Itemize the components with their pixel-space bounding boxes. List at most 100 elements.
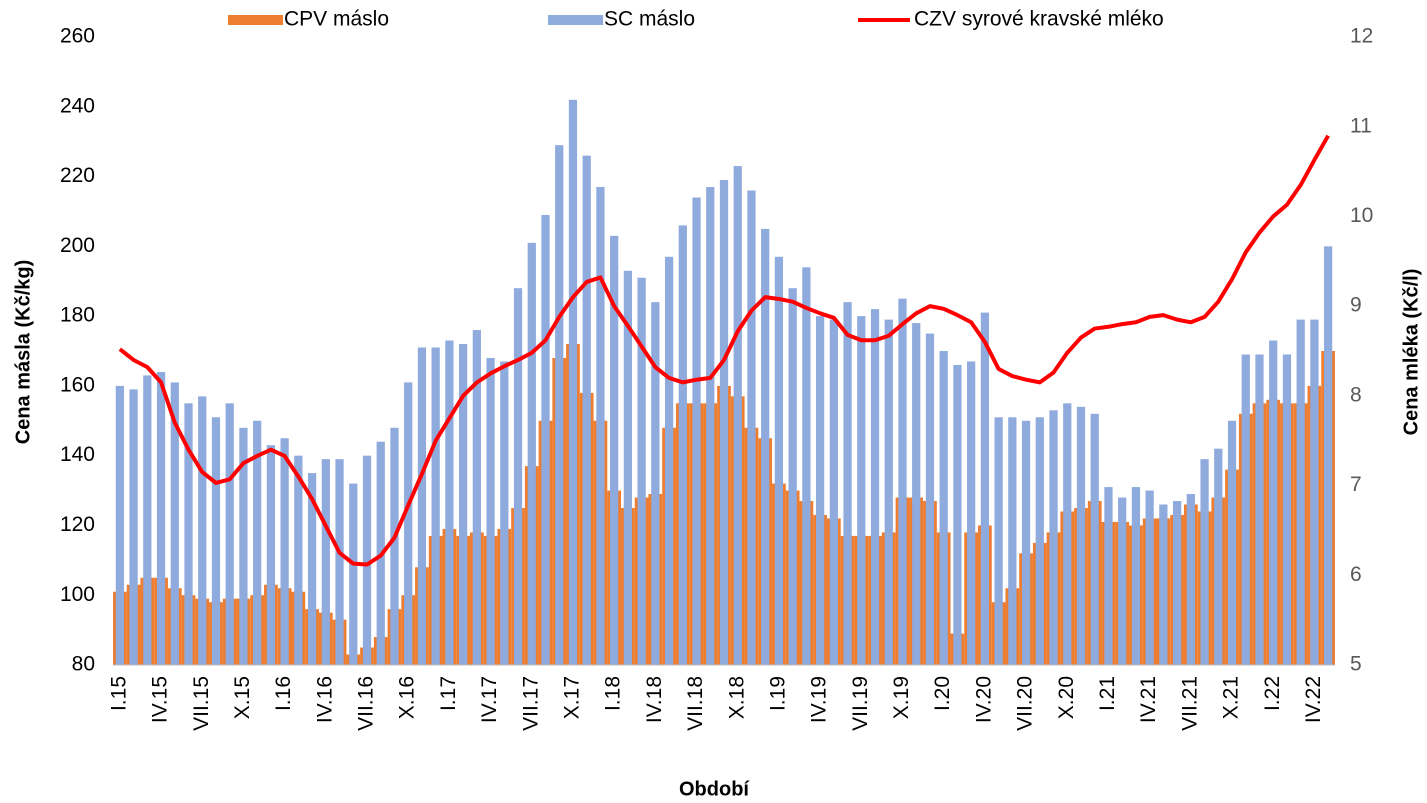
bar	[692, 197, 701, 665]
bar	[307, 473, 317, 665]
bar	[1200, 459, 1209, 665]
x-tick-label: I.16	[272, 676, 295, 711]
x-tick-label: IV.19	[808, 676, 831, 723]
bar	[1021, 420, 1031, 665]
y2-tick-label: 6	[1350, 563, 1362, 586]
bar	[335, 459, 344, 665]
bar	[1035, 417, 1044, 665]
legend-label: CPV máslo	[284, 8, 389, 31]
bar	[513, 288, 523, 665]
x-tick-label: IV.16	[313, 676, 336, 723]
x-tick-label: IV.15	[149, 676, 172, 723]
bar	[884, 319, 893, 665]
bar	[472, 330, 481, 665]
bar	[953, 364, 962, 665]
bar	[184, 403, 193, 665]
bar	[719, 180, 729, 666]
x-tick-label: I.20	[931, 676, 954, 711]
y-tick-label: 200	[60, 234, 95, 257]
legend-label: CZV syrové kravské mléko	[914, 8, 1164, 31]
bar	[857, 316, 866, 665]
y-axis-title: Cena másla (Kč/kg)	[12, 260, 34, 445]
bar	[143, 375, 152, 665]
bar	[390, 427, 399, 665]
bar	[843, 302, 852, 665]
legend-swatch	[228, 15, 283, 25]
bar	[1145, 490, 1154, 665]
x-tick-label: X.19	[890, 676, 913, 719]
x-tick-label: IV.22	[1302, 676, 1325, 723]
bar	[1104, 487, 1113, 665]
x-tick-label: IV.20	[972, 676, 995, 723]
bar	[1310, 319, 1319, 665]
bar	[362, 455, 372, 665]
bar	[568, 99, 578, 666]
bar	[898, 298, 907, 665]
y-tick-label: 160	[60, 373, 95, 396]
x-tick-label: X.15	[231, 676, 254, 719]
x-tick-label: VII.16	[355, 676, 378, 731]
bar	[1118, 497, 1127, 665]
y2-tick-label: 11	[1350, 114, 1372, 137]
x-tick-label: X.20	[1055, 676, 1078, 719]
bar	[1269, 340, 1278, 665]
bar	[1063, 403, 1072, 665]
y-tick-label: 140	[60, 443, 95, 466]
bar	[788, 288, 797, 665]
bar	[815, 316, 825, 665]
x-axis-title: Období	[679, 778, 750, 800]
x-tick-label: IV.18	[643, 676, 666, 723]
x-tick-label: I.17	[437, 676, 460, 711]
bar	[678, 225, 687, 665]
bar	[1172, 501, 1182, 665]
bar	[664, 256, 674, 665]
bar	[912, 323, 921, 665]
y-tick-label: 120	[60, 513, 95, 536]
bar	[967, 361, 976, 665]
bar	[417, 347, 427, 665]
bar	[706, 187, 715, 665]
legend-label: SC máslo	[604, 8, 695, 31]
bar	[253, 420, 262, 665]
y-tick-label: 260	[60, 25, 95, 48]
x-tick-label: X.17	[561, 676, 584, 719]
x-tick-label: VII.21	[1178, 676, 1201, 731]
bar	[1255, 354, 1264, 665]
bar	[211, 417, 221, 665]
x-tick-label: X.16	[396, 676, 419, 719]
y2-tick-label: 7	[1350, 473, 1362, 496]
bar	[170, 382, 179, 665]
x-tick-label: VII.15	[190, 676, 213, 731]
bar	[115, 385, 124, 665]
bar	[1131, 487, 1141, 665]
bar	[280, 438, 289, 665]
bar	[610, 235, 619, 665]
bar	[1076, 406, 1086, 665]
x-tick-label: VII.19	[849, 676, 872, 731]
bar	[500, 361, 509, 665]
x-tick-label: I.21	[1096, 676, 1119, 711]
x-tick-label: I.15	[107, 676, 130, 711]
bar	[1008, 417, 1017, 665]
bar	[1090, 413, 1099, 665]
bar	[994, 417, 1003, 665]
legend-swatch	[548, 15, 603, 25]
y-tick-label: 240	[60, 94, 95, 117]
x-tick-label: X.21	[1220, 676, 1243, 719]
bar	[1324, 246, 1333, 666]
bar	[431, 347, 440, 665]
bar	[870, 309, 880, 665]
y2-tick-label: 9	[1350, 294, 1362, 317]
bar	[1186, 494, 1195, 665]
bar	[596, 187, 605, 665]
bar	[1241, 354, 1250, 665]
y-tick-label: 220	[60, 164, 95, 187]
x-tick-label: I.19	[766, 676, 789, 711]
bar	[527, 242, 536, 665]
y2-tick-label: 5	[1350, 653, 1362, 676]
bar	[404, 382, 413, 665]
bar	[198, 396, 207, 665]
bar	[829, 319, 838, 665]
bar	[1282, 354, 1292, 665]
